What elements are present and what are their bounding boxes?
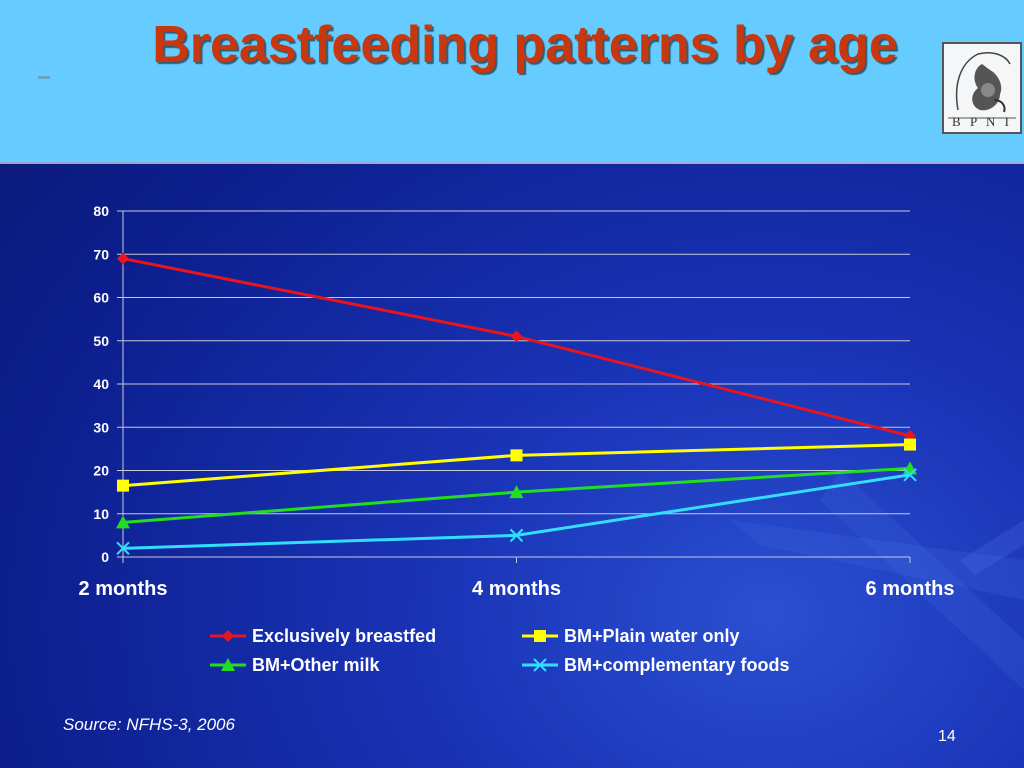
y-tick-label: 30 xyxy=(93,419,109,435)
data-point-exclusively-breastfed xyxy=(510,330,523,343)
logo-text: B P N I xyxy=(952,114,1012,129)
source-note: Source: NFHS-3, 2006 xyxy=(63,715,235,734)
data-point-bm-other-milk xyxy=(509,485,524,499)
data-point-bm-complementary-foods xyxy=(903,468,917,482)
title-banner xyxy=(0,0,1024,162)
legend-item-exclusively-breastfed: Exclusively breastfed xyxy=(210,622,436,650)
banner-divider xyxy=(0,162,1024,164)
legend-label: BM+Other milk xyxy=(252,654,380,675)
data-point-exclusively-breastfed xyxy=(117,252,129,265)
y-tick-label: 50 xyxy=(93,333,109,349)
data-point-bm-plain-water-only xyxy=(117,479,129,492)
y-tick-label: 40 xyxy=(93,376,109,392)
y-tick-label: 60 xyxy=(93,290,109,306)
data-point-bm-plain-water-only xyxy=(510,449,523,462)
legend-swatch xyxy=(522,658,558,672)
legend-label: Exclusively breastfed xyxy=(252,625,437,646)
legend-label: BM+complementary foods xyxy=(564,654,790,675)
legend-marker xyxy=(222,630,234,642)
legend-marker xyxy=(534,630,546,642)
legend-swatch xyxy=(210,630,246,642)
y-tick-label: 80 xyxy=(93,203,109,219)
line-chart: 0 10 20 30 40 50 60 70 80 2 months 4 months 6 month… xyxy=(79,203,955,600)
x-tick-label: 6 months xyxy=(866,578,955,600)
chart-legend: Exclusively breastfed BM+Plain water only… xyxy=(210,622,910,682)
legend-label: BM+Plain water only xyxy=(564,625,740,646)
small-mark xyxy=(38,76,50,79)
legend-marker xyxy=(533,658,547,672)
data-point-bm-plain-water-only xyxy=(904,438,916,451)
y-tick-label: 20 xyxy=(93,463,109,479)
data-point-bm-other-milk xyxy=(116,515,130,529)
legend-marker xyxy=(221,658,235,671)
bpni-logo: B P N I xyxy=(942,42,1022,134)
y-tick-label: 70 xyxy=(93,246,109,262)
series-line-exclusively-breastfed xyxy=(122,257,911,438)
x-tick-label: 4 months xyxy=(472,578,561,600)
y-tick-label: 0 xyxy=(101,549,109,565)
legend-item-bm-other-milk: BM+Other milk xyxy=(210,651,380,679)
legend-swatch xyxy=(522,630,558,642)
slide-title: Breastfeeding patterns by age xyxy=(152,16,898,74)
y-tick-label: 10 xyxy=(93,506,109,522)
data-point-bm-complementary-foods xyxy=(509,528,524,543)
data-point-bm-complementary-foods xyxy=(116,541,130,556)
mother-child-logo-icon xyxy=(948,52,1016,119)
legend-item-bm-plain-water-only: BM+Plain water only xyxy=(522,622,740,650)
legend-item-bm-complementary-foods: BM+complementary foods xyxy=(522,651,790,679)
page-number: 14 xyxy=(938,728,956,745)
x-tick-label: 2 months xyxy=(79,578,168,600)
legend-swatch xyxy=(210,658,246,671)
